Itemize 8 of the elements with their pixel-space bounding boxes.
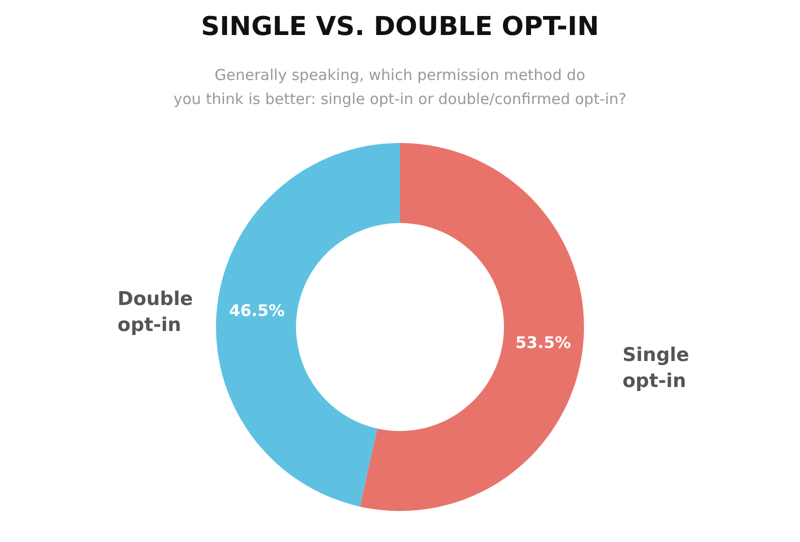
slice-label: Double opt-in — [118, 288, 193, 336]
chart-subtitle: Generally speaking, which permission method do you think is better: single opt-in or double/confirmed opt-in? — [173, 66, 627, 108]
donut-slice — [360, 143, 584, 511]
chart-title: SINGLE VS. DOUBLE OPT-IN — [201, 12, 599, 42]
data-label: 46.5% — [229, 301, 285, 320]
slice-label: Single opt-in — [622, 344, 690, 392]
donut-slice — [216, 143, 400, 507]
data-label: 53.5% — [515, 332, 571, 352]
